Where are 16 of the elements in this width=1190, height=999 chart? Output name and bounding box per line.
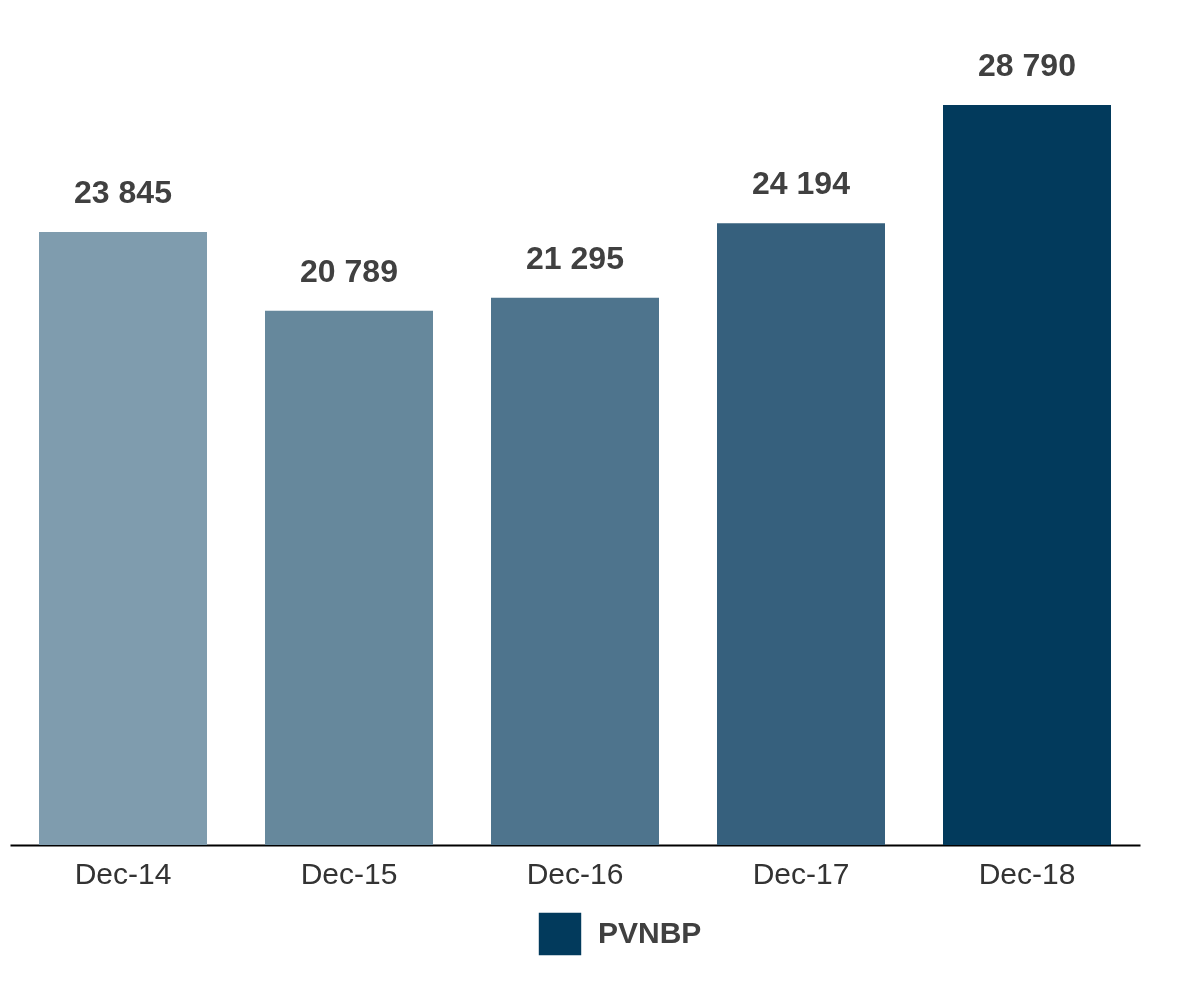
x-tick-label: Dec-18 — [978, 856, 1076, 890]
data-label: 21 295 — [526, 239, 624, 276]
x-tick-label: Dec-15 — [300, 856, 398, 890]
data-label: 20 789 — [300, 252, 398, 289]
data-label: 23 845 — [74, 174, 172, 211]
bar — [39, 232, 207, 845]
bar — [717, 223, 885, 845]
legend-label: PVNBP — [598, 916, 702, 949]
data-label: 28 790 — [978, 47, 1076, 83]
bar — [491, 297, 659, 845]
bar — [943, 105, 1111, 845]
x-tick-label: Dec-16 — [526, 856, 624, 890]
bar — [265, 310, 433, 845]
data-label: 24 194 — [752, 165, 851, 202]
x-tick-label: Dec-14 — [74, 856, 172, 890]
x-tick-label: Dec-17 — [752, 856, 850, 890]
